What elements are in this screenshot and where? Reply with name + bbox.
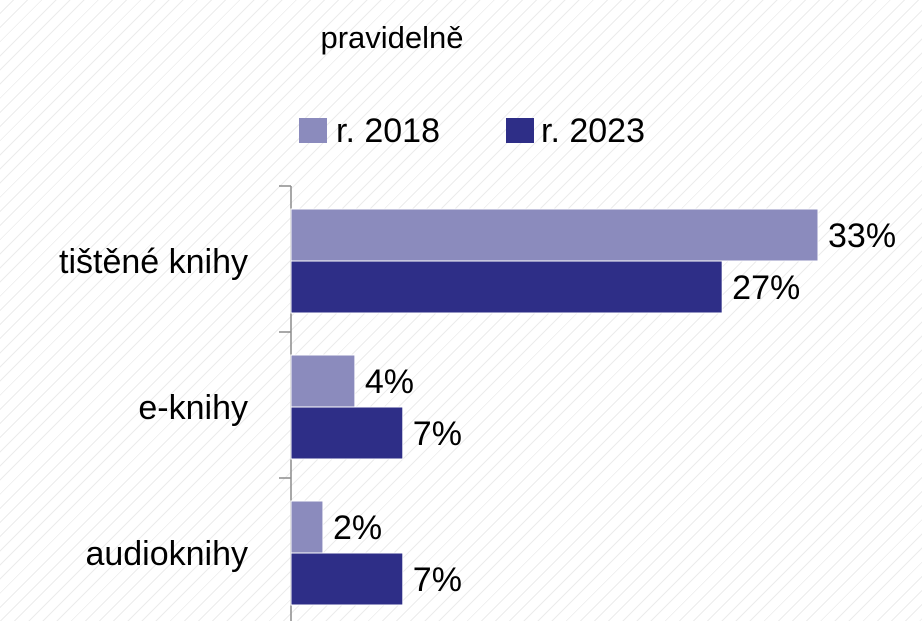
bar <box>290 552 404 606</box>
legend-label-2023: r. 2023 <box>541 112 645 150</box>
data-label: 4% <box>365 363 414 401</box>
bar <box>290 260 723 314</box>
bar <box>290 500 324 554</box>
data-label: 33% <box>828 217 896 255</box>
bar <box>290 208 819 262</box>
legend-swatch-2023 <box>506 118 534 143</box>
data-label: 27% <box>732 269 800 307</box>
chart-title: pravidelně <box>320 20 463 55</box>
category-label: e-knihy <box>138 389 248 427</box>
bars <box>290 208 819 606</box>
data-label: 7% <box>413 415 462 453</box>
data-label: 7% <box>413 561 462 599</box>
legend-label-2018: r. 2018 <box>336 112 440 150</box>
category-label: audioknihy <box>85 535 248 573</box>
data-label: 2% <box>333 509 382 547</box>
bar <box>290 354 356 408</box>
bar <box>290 406 404 460</box>
category-labels: tištěné knihy e-knihy audioknihy <box>59 243 248 573</box>
data-labels: 33% 27% 4% 7% 2% 7% <box>333 217 896 599</box>
legend-swatch-2018 <box>299 118 327 143</box>
legend: r. 2018 r. 2023 <box>299 112 645 150</box>
category-label: tištěné knihy <box>59 243 248 281</box>
